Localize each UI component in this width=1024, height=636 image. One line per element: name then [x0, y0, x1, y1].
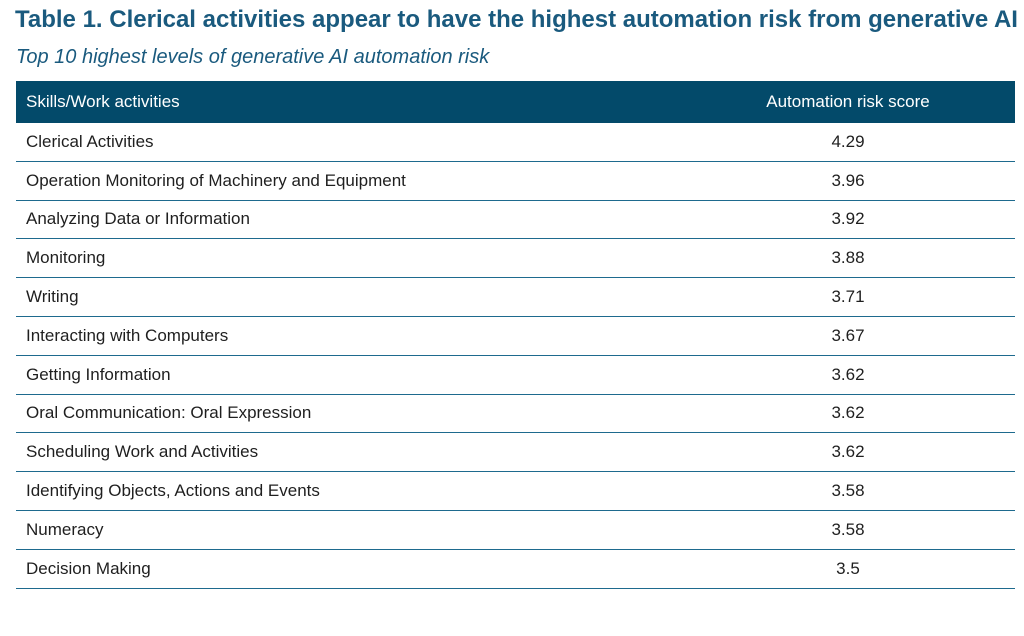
table-title: Table 1. Clerical activities appear to h…	[15, 6, 1018, 33]
header-skill: Skills/Work activities	[26, 92, 180, 111]
header-score: Automation risk score	[766, 92, 930, 111]
table-row: Operation Monitoring of Machinery and Eq…	[16, 162, 1015, 201]
table-subtitle: Top 10 highest levels of generative AI a…	[16, 46, 490, 68]
table-row: Decision Making 3.5	[16, 550, 1015, 589]
cell-score: 3.58	[831, 481, 865, 501]
cell-score: 3.58	[831, 519, 865, 539]
cell-skill: Operation Monitoring of Machinery and Eq…	[26, 170, 406, 190]
cell-skill: Identifying Objects, Actions and Events	[26, 481, 320, 501]
risk-table: Skills/Work activities Automation risk s…	[16, 81, 1015, 589]
cell-skill: Oral Communication: Oral Expression	[26, 403, 312, 423]
cell-skill: Getting Information	[26, 364, 171, 384]
table-row: Interacting with Computers 3.67	[16, 317, 1015, 356]
table-row: Scheduling Work and Activities 3.62	[16, 433, 1015, 473]
table-row: Clerical Activities 4.29	[16, 123, 1015, 162]
cell-skill: Monitoring	[26, 248, 106, 268]
cell-score: 3.67	[831, 325, 865, 345]
cell-score: 3.62	[831, 364, 865, 384]
cell-score: 3.92	[831, 209, 865, 229]
table-header: Skills/Work activities Automation risk s…	[16, 81, 1015, 123]
cell-score: 3.62	[831, 403, 865, 423]
cell-score: 3.5	[836, 558, 860, 578]
table-row: Numeracy 3.58	[16, 511, 1015, 550]
cell-skill: Analyzing Data or Information	[26, 209, 250, 229]
table-row: Analyzing Data or Information 3.92	[16, 201, 1015, 240]
cell-score: 3.71	[831, 287, 865, 307]
cell-score: 3.62	[831, 442, 865, 462]
cell-skill: Clerical Activities	[26, 131, 154, 151]
table-row: Monitoring 3.88	[16, 239, 1015, 279]
cell-score: 3.96	[831, 170, 865, 190]
table-row: Getting Information 3.62	[16, 356, 1015, 395]
cell-skill: Interacting with Computers	[26, 325, 229, 345]
cell-skill: Scheduling Work and Activities	[26, 442, 259, 462]
table-row: Writing 3.71	[16, 278, 1015, 317]
cell-score: 3.88	[831, 248, 865, 268]
cell-score: 4.29	[831, 131, 865, 151]
cell-skill: Writing	[26, 287, 79, 307]
cell-skill: Numeracy	[26, 519, 104, 539]
table-body: Clerical Activities 4.29 Operation Monitor…	[16, 123, 1015, 589]
cell-skill: Decision Making	[26, 558, 151, 578]
table-row: Identifying Objects, Actions and Events 3…	[16, 472, 1015, 511]
table-row: Oral Communication: Oral Expression 3.62	[16, 395, 1015, 434]
